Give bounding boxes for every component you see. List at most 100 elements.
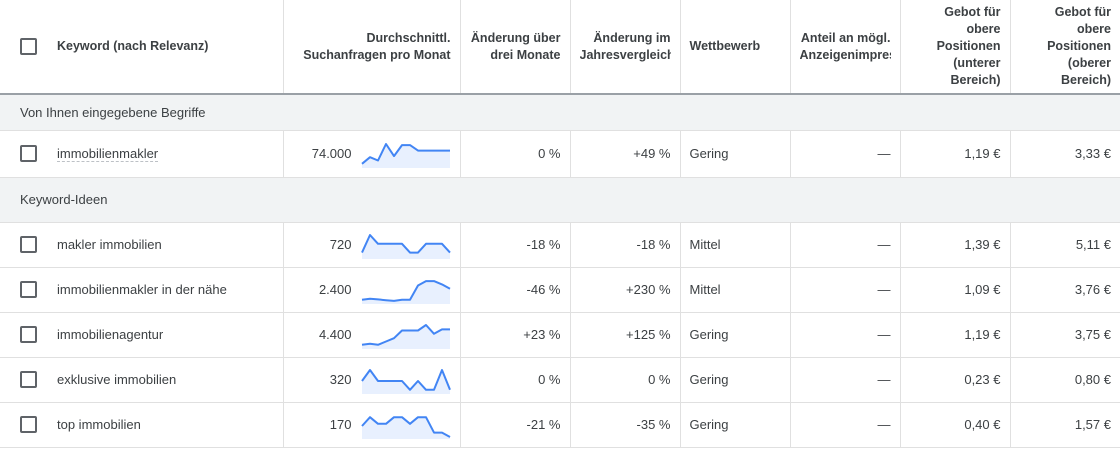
header-competition[interactable]: Wettbewerb (680, 0, 791, 95)
impression-share-cell: — (790, 312, 901, 358)
low-bid-cell: 1,09 € (900, 267, 1011, 313)
high-bid-cell: 0,80 € (1010, 357, 1120, 403)
row-checkbox[interactable] (20, 281, 37, 299)
sparkline-line (360, 415, 450, 438)
yoy-change-cell: -35 % (570, 402, 681, 448)
yoy-change-cell: +49 % (570, 130, 681, 178)
impression-share-cell: — (790, 267, 901, 313)
header-line: Gebot für (944, 5, 1001, 19)
avg-searches-value: 320 (329, 372, 352, 387)
select-all-checkbox[interactable] (20, 38, 37, 56)
avg-searches-value: 74.000 (311, 146, 352, 161)
group-label: Von Ihnen eingegebene Begriffe (0, 94, 1120, 131)
header-line: Änderung im (593, 30, 671, 45)
sparkline-line (360, 233, 451, 254)
header-yoy-change[interactable]: Änderung im Jahresvergleich (570, 0, 681, 95)
header-line: Anteil an mögl. (800, 30, 891, 45)
sparkline-area (361, 234, 450, 259)
impression-share-cell: — (790, 402, 901, 448)
avg-searches-value: 720 (329, 237, 352, 252)
competition-cell: Mittel (680, 267, 791, 313)
sparkline-line (361, 279, 450, 302)
avg-searches-cell: 170 (283, 402, 461, 448)
header-three-month-change[interactable]: Änderung über drei Monate (460, 0, 571, 95)
high-bid-cell: 3,75 € (1010, 312, 1120, 358)
header-line: Gebot für (1054, 5, 1111, 19)
header-line: Suchanfragen pro Monat (303, 47, 451, 62)
competition-cell: Gering (680, 357, 791, 403)
header-line: Änderung über (470, 30, 561, 45)
keyword-cell: makler immobilien (0, 222, 284, 268)
trend-sparkline (361, 279, 450, 304)
row-checkbox[interactable] (20, 371, 37, 389)
header-line: Jahresvergleich (579, 47, 671, 62)
row-checkbox[interactable] (20, 145, 37, 163)
header-keyword-label: Keyword (nach Relevanz) (57, 39, 209, 54)
header-line: Durchschnittl. (366, 30, 451, 45)
three-month-change-cell: -18 % (460, 222, 571, 268)
sparkline-line (360, 142, 450, 165)
low-bid-cell: 1,39 € (900, 222, 1011, 268)
competition-cell: Mittel (680, 222, 791, 268)
table-row: top immobilien 170 -21 % -35 % Gering — … (0, 402, 1120, 448)
row-checkbox[interactable] (20, 416, 37, 434)
keyword-cell: immobilienmakler in der nähe (0, 267, 284, 313)
header-line: (unterer (953, 56, 1001, 70)
avg-searches-value: 170 (329, 417, 352, 432)
row-checkbox[interactable] (20, 326, 37, 344)
keyword-text: makler immobilien (57, 237, 162, 253)
avg-searches-value: 2.400 (318, 282, 352, 297)
keyword-text: exklusive immobilien (57, 372, 177, 388)
impression-share-cell: — (790, 222, 901, 268)
avg-searches-cell: 320 (283, 357, 461, 403)
yoy-change-cell: +125 % (570, 312, 681, 358)
header-keyword[interactable]: Keyword (nach Relevanz) (0, 0, 284, 95)
header-avg-searches[interactable]: Durchschnittl. Suchanfragen pro Monat (283, 0, 461, 95)
low-bid-cell: 1,19 € (900, 130, 1011, 178)
header-line: Positionen (1047, 39, 1111, 53)
keyword-text: immobilienmakler in der nähe (57, 282, 227, 298)
group-header-row: Von Ihnen eingegebene Begriffe (0, 94, 1120, 131)
high-bid-cell: 5,11 € (1010, 222, 1120, 268)
table-row: immobilienmakler in der nähe 2.400 -46 %… (0, 267, 1120, 313)
impression-share-cell: — (790, 357, 901, 403)
keyword-cell: immobilienagentur (0, 312, 284, 358)
header-line: Wettbewerb (689, 39, 761, 53)
avg-searches-cell: 74.000 (283, 130, 461, 178)
sparkline-area (361, 369, 450, 394)
keyword-cell: top immobilien (0, 402, 284, 448)
header-high-bid[interactable]: Gebot für obere Positionen (oberer Bereich) (1010, 0, 1120, 95)
sparkline-line (360, 368, 451, 391)
trend-sparkline (360, 415, 450, 439)
header-low-bid[interactable]: Gebot für obere Positionen (unterer Bereich) (900, 0, 1011, 95)
header-impression-share[interactable]: Anteil an mögl. Anzeigenimpressionen (790, 0, 901, 95)
avg-searches-value: 4.400 (318, 327, 352, 342)
group-header-row: Keyword-Ideen (0, 177, 1120, 223)
three-month-change-cell: -46 % (460, 267, 571, 313)
header-row: Keyword (nach Relevanz) Durchschnittl. Su… (0, 0, 1120, 95)
high-bid-cell: 1,57 € (1010, 402, 1120, 448)
trend-sparkline (360, 368, 451, 394)
trend-sparkline (360, 233, 451, 259)
impression-share-cell: — (790, 130, 901, 178)
table-row: immobilienmakler 74.000 0 % +49 % Gering… (0, 130, 1120, 178)
three-month-change-cell: 0 % (460, 130, 571, 178)
avg-searches-cell: 4.400 (283, 312, 461, 358)
header-line: Positionen (936, 39, 1001, 53)
keyword-text[interactable]: immobilienmakler (57, 146, 159, 163)
trend-sparkline (360, 142, 450, 168)
three-month-change-cell: -21 % (460, 402, 571, 448)
three-month-change-cell: 0 % (460, 357, 571, 403)
table-row: exklusive immobilien 320 0 % 0 % Gering … (0, 357, 1120, 403)
header-line: Anzeigenimpressionen (799, 47, 891, 62)
yoy-change-cell: 0 % (570, 357, 681, 403)
header-line: obere (966, 22, 1001, 36)
sparkline-area (361, 280, 450, 304)
competition-cell: Gering (680, 312, 791, 358)
header-line: (oberer (1067, 56, 1111, 70)
low-bid-cell: 0,40 € (900, 402, 1011, 448)
trend-sparkline (361, 323, 450, 349)
high-bid-cell: 3,76 € (1010, 267, 1120, 313)
row-checkbox[interactable] (20, 236, 37, 254)
